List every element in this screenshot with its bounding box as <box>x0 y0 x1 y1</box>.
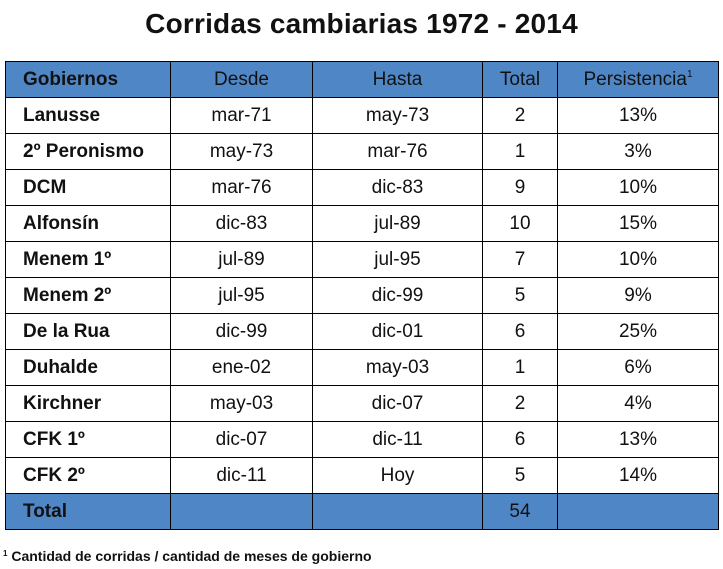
table-row: Menem 1º jul-89 jul-95 7 10% <box>5 241 719 278</box>
cell-gobierno: Menem 1º <box>5 241 171 278</box>
cell-total: 6 <box>482 313 558 350</box>
cell-persistencia: 14% <box>557 457 719 494</box>
table-row: Kirchner may-03 dic-07 2 4% <box>5 385 719 422</box>
cell-desde: dic-83 <box>170 205 313 242</box>
header-hasta: Hasta <box>312 61 483 98</box>
cell-persistencia: 9% <box>557 277 719 314</box>
cell-gobierno: Alfonsín <box>5 205 171 242</box>
cell-hasta: dic-11 <box>312 421 483 458</box>
header-gobiernos: Gobiernos <box>5 61 171 98</box>
table-row: CFK 1º dic-07 dic-11 6 13% <box>5 421 719 458</box>
total-empty-cell <box>170 493 313 530</box>
table-row: De la Rua dic-99 dic-01 6 25% <box>5 313 719 350</box>
cell-hasta: mar-76 <box>312 133 483 170</box>
cell-gobierno: CFK 2º <box>5 457 171 494</box>
cell-persistencia: 4% <box>557 385 719 422</box>
cell-desde: jul-95 <box>170 277 313 314</box>
cell-total: 9 <box>482 169 558 206</box>
page-title: Corridas cambiarias 1972 - 2014 <box>145 8 578 39</box>
cell-desde: dic-99 <box>170 313 313 350</box>
header-desde: Desde <box>170 61 313 98</box>
footnote-text: Cantidad de corridas / cantidad de meses… <box>11 548 372 564</box>
cell-total: 6 <box>482 421 558 458</box>
cell-persistencia: 6% <box>557 349 719 386</box>
cell-desde: may-73 <box>170 133 313 170</box>
cell-desde: dic-07 <box>170 421 313 458</box>
table-row: DCM mar-76 dic-83 9 10% <box>5 169 719 206</box>
cell-hasta: dic-83 <box>312 169 483 206</box>
cell-gobierno: Menem 2º <box>5 277 171 314</box>
cell-hasta: may-73 <box>312 97 483 134</box>
total-empty-cell <box>312 493 483 530</box>
cell-persistencia: 10% <box>557 169 719 206</box>
cell-desde: ene-02 <box>170 349 313 386</box>
cell-total: 1 <box>482 133 558 170</box>
cell-gobierno: Kirchner <box>5 385 171 422</box>
total-value: 54 <box>482 493 558 530</box>
cell-desde: dic-11 <box>170 457 313 494</box>
cell-gobierno: 2º Peronismo <box>5 133 171 170</box>
cell-total: 2 <box>482 385 558 422</box>
footnote-marker: 1 <box>686 68 693 80</box>
cell-hasta: jul-89 <box>312 205 483 242</box>
table-row: Lanusse mar-71 may-73 2 13% <box>5 97 719 134</box>
table-row: 2º Peronismo may-73 mar-76 1 3% <box>5 133 719 170</box>
cell-hasta: may-03 <box>312 349 483 386</box>
cell-desde: may-03 <box>170 385 313 422</box>
cell-gobierno: CFK 1º <box>5 421 171 458</box>
cell-total: 10 <box>482 205 558 242</box>
header-total: Total <box>482 61 558 98</box>
cell-desde: mar-76 <box>170 169 313 206</box>
total-row: Total 54 <box>5 493 719 530</box>
table-row: Menem 2º jul-95 dic-99 5 9% <box>5 277 719 314</box>
header-persistencia-label: Persistencia <box>583 68 687 90</box>
table-row: Duhalde ene-02 may-03 1 6% <box>5 349 719 386</box>
cell-desde: jul-89 <box>170 241 313 278</box>
cell-desde: mar-71 <box>170 97 313 134</box>
cell-total: 2 <box>482 97 558 134</box>
table-row: CFK 2º dic-11 Hoy 5 14% <box>5 457 719 494</box>
cell-gobierno: Lanusse <box>5 97 171 134</box>
cell-hasta: jul-95 <box>312 241 483 278</box>
cell-persistencia: 3% <box>557 133 719 170</box>
cell-hasta: Hoy <box>312 457 483 494</box>
footnote-marker: 1 <box>3 549 8 558</box>
table-row: Alfonsín dic-83 jul-89 10 15% <box>5 205 719 242</box>
cell-hasta: dic-01 <box>312 313 483 350</box>
total-label: Total <box>5 493 171 530</box>
cell-persistencia: 13% <box>557 97 719 134</box>
cell-persistencia: 13% <box>557 421 719 458</box>
cell-gobierno: DCM <box>5 169 171 206</box>
cell-hasta: dic-99 <box>312 277 483 314</box>
cell-hasta: dic-07 <box>312 385 483 422</box>
cell-gobierno: De la Rua <box>5 313 171 350</box>
cell-total: 5 <box>482 457 558 494</box>
exchange-runs-table: Gobiernos Desde Hasta Total Persistencia… <box>5 61 719 530</box>
table-header-row: Gobiernos Desde Hasta Total Persistencia… <box>5 61 719 98</box>
cell-persistencia: 15% <box>557 205 719 242</box>
header-persistencia: Persistencia1 <box>557 61 719 98</box>
cell-persistencia: 25% <box>557 313 719 350</box>
cell-gobierno: Duhalde <box>5 349 171 386</box>
cell-persistencia: 10% <box>557 241 719 278</box>
total-empty-cell <box>557 493 719 530</box>
cell-total: 1 <box>482 349 558 386</box>
cell-total: 5 <box>482 277 558 314</box>
footnote: 1 Cantidad de corridas / cantidad de mes… <box>3 548 372 564</box>
cell-total: 7 <box>482 241 558 278</box>
table-body: Lanusse mar-71 may-73 2 13% 2º Peronismo may-7… <box>5 97 719 494</box>
